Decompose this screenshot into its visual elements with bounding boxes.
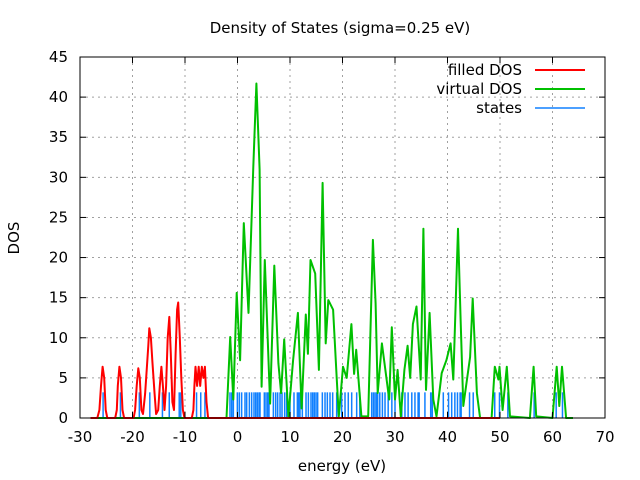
y-tick-label: 0 [58, 409, 68, 427]
chart-title: Density of States (sigma=0.25 eV) [210, 19, 471, 37]
x-tick-label: -30 [68, 428, 93, 446]
series-layer [90, 82, 573, 419]
x-tick-label: 70 [595, 428, 614, 446]
y-tick-label: 5 [58, 369, 68, 387]
y-tick-label: 25 [49, 208, 68, 226]
legend-label: states [476, 99, 522, 117]
y-tick-label: 35 [49, 128, 68, 146]
virtual-DOS-line [90, 82, 573, 419]
x-tick-label: 30 [385, 428, 404, 446]
ticks: -30 -20 -10 0 10 20 30 40 50 60 70 0 5 10 15 20 25 30 35 40… [49, 48, 615, 446]
x-tick-label: 60 [543, 428, 562, 446]
x-tick-label: 20 [333, 428, 352, 446]
x-tick-label: 0 [233, 428, 243, 446]
grid [80, 57, 605, 418]
y-tick-label: 20 [49, 249, 68, 267]
legend-label: filled DOS [448, 61, 522, 79]
x-tick-label: 10 [280, 428, 299, 446]
y-tick-label: 10 [49, 329, 68, 347]
legend-label: virtual DOS [436, 80, 522, 98]
filled-DOS-line [90, 301, 500, 419]
y-tick-label: 45 [49, 48, 68, 66]
x-axis-label: energy (eV) [298, 457, 386, 475]
x-tick-label: 40 [438, 428, 457, 446]
y-axis-label: DOS [5, 222, 23, 255]
y-tick-label: 40 [49, 88, 68, 106]
x-tick-label: -20 [120, 428, 145, 446]
x-tick-label: -10 [173, 428, 198, 446]
y-tick-label: 30 [49, 168, 68, 186]
y-tick-label: 15 [49, 289, 68, 307]
x-tick-label: 50 [490, 428, 509, 446]
